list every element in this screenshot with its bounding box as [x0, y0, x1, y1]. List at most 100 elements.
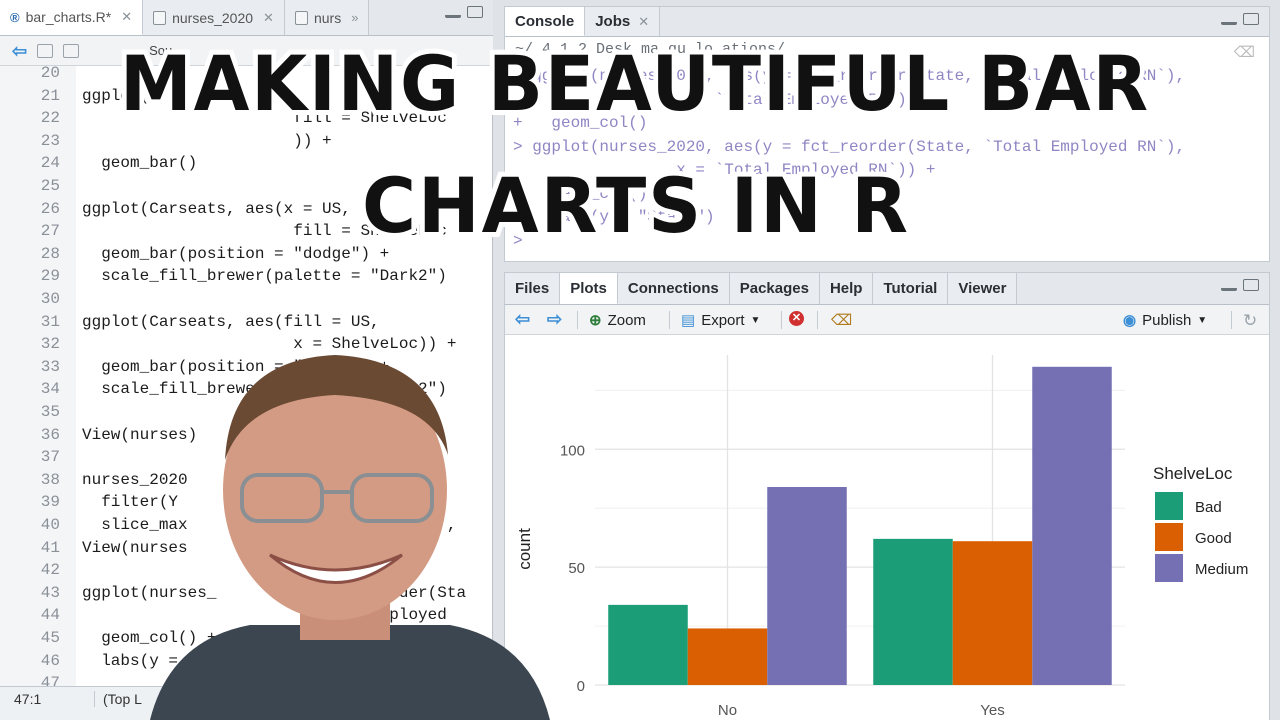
code-line[interactable]: 35 — [0, 401, 493, 424]
code-text: ggplot(Carseats, aes(fill = US, — [82, 312, 380, 331]
close-icon[interactable]: ✕ — [263, 9, 274, 25]
close-icon[interactable]: ✕ — [121, 9, 133, 24]
code-line[interactable]: 39 filter(Y — [0, 491, 493, 514]
code-line[interactable]: 24 geom_bar() — [0, 152, 493, 175]
line-number: 45 — [40, 629, 60, 647]
code-text: Total Employed — [82, 606, 447, 625]
line-number: 43 — [40, 583, 60, 602]
code-line[interactable]: 21 ggplot( es — [0, 85, 493, 108]
tab-nurses[interactable]: nurs » — [284, 0, 370, 35]
toolbar-separator — [817, 311, 818, 329]
x-tick-label: No — [718, 702, 737, 719]
line-number: 40 — [40, 516, 60, 534]
tab-tutorial[interactable]: Tutorial — [873, 273, 949, 304]
bar-yes-medium — [1032, 366, 1112, 685]
maximize-icon[interactable] — [1243, 279, 1259, 291]
next-plot-icon[interactable]: ⇨ — [547, 309, 563, 329]
close-icon[interactable]: ✕ — [638, 13, 650, 29]
remove-plot-button[interactable]: ✕ — [789, 311, 804, 326]
code-line[interactable]: 37 — [0, 446, 493, 469]
tab-console[interactable]: Console — [505, 7, 586, 36]
zoom-button[interactable]: ⊕ Zoom — [589, 311, 646, 330]
minimize-icon[interactable] — [1221, 287, 1237, 291]
plots-toolbar: ⇦ ⇨ ⊕ Zoom ▤ Export ▼ ✕ ⌫ ◉ Publish ▼ — [505, 305, 1269, 335]
code-line[interactable]: 26 ggplot(Carseats, aes(x = US, — [0, 198, 493, 221]
maximize-icon[interactable] — [1243, 13, 1259, 25]
code-line[interactable]: 45 geom_col() + — [0, 627, 493, 650]
minimize-icon[interactable] — [445, 14, 461, 18]
code-line[interactable]: 33 geom_bar(position = "dodge") + — [0, 356, 493, 379]
console-line: > ggplot(nurses_2020, aes(y = fct_reorde… — [513, 67, 1186, 85]
code-line[interactable]: 25 — [0, 175, 493, 198]
code-line[interactable]: 28 geom_bar(position = "dodge") + — [0, 243, 493, 266]
code-text: scale_fill_brewer(palette = "Dark2") — [82, 267, 447, 286]
code-line[interactable]: 46 labs(y = "Sta — [0, 650, 493, 673]
tab-nurses-2020[interactable]: nurses_2020 ✕ — [143, 0, 285, 35]
code-line[interactable]: 38 nurses_2020 — [0, 469, 493, 492]
export-button[interactable]: ▤ Export ▼ — [681, 311, 760, 330]
legend-title: ShelveLoc — [1153, 464, 1233, 483]
tab-files[interactable]: Files — [505, 273, 561, 304]
code-line[interactable]: 23 )) + — [0, 130, 493, 153]
line-number: 24 — [40, 154, 60, 173]
line-number: 26 — [40, 199, 60, 218]
code-text: View(nurses — [82, 538, 188, 557]
editor-window-controls — [445, 6, 483, 18]
code-line[interactable]: 44 Total Employed — [0, 604, 493, 627]
bar-no-bad — [608, 604, 688, 685]
clear-plots-broom-icon[interactable]: ⌫ — [831, 312, 853, 329]
more-tabs-icon[interactable]: » — [351, 10, 359, 25]
tab-help[interactable]: Help — [819, 273, 874, 304]
code-line[interactable]: 34 scale_fill_brewer(palette = "Dark2") — [0, 378, 493, 401]
line-number: 20 — [40, 64, 60, 82]
bar-yes-bad — [873, 538, 953, 685]
y-tick-label: 0 — [577, 678, 585, 695]
previous-plot-icon[interactable]: ⇦ — [515, 309, 531, 329]
tab-packages[interactable]: Packages — [729, 273, 820, 304]
y-tick-label: 100 — [560, 442, 585, 459]
code-line[interactable]: 40 slice_max Employed RN`, — [0, 514, 493, 537]
code-line[interactable]: 32 x = ShelveLoc)) + — [0, 333, 493, 356]
code-line[interactable]: 43 ggplot(nurses_ ct_reorder(Sta — [0, 582, 493, 605]
code-line[interactable]: 31 ggplot(Carseats, aes(fill = US, — [0, 311, 493, 334]
toolbar-separator — [1231, 311, 1232, 329]
code-line[interactable]: 27 fill = ShelveLoc — [0, 220, 493, 243]
console-window-controls — [1221, 13, 1259, 25]
refresh-icon[interactable]: ↻ — [1243, 311, 1258, 330]
save-icon[interactable] — [63, 43, 80, 58]
chevron-down-icon: ▼ — [1197, 314, 1208, 326]
line-number: 46 — [40, 651, 60, 670]
code-line[interactable]: 41 View(nurses — [0, 537, 493, 560]
code-line[interactable]: 29 scale_fill_brewer(palette = "Dark2") — [0, 265, 493, 288]
export-label: Export — [701, 311, 745, 329]
scope-selector[interactable]: (Top L — [94, 691, 142, 707]
maximize-icon[interactable] — [467, 6, 483, 18]
tab-connections[interactable]: Connections — [617, 273, 730, 304]
x-tick-label: Yes — [980, 702, 1004, 719]
code-line[interactable]: 30 — [0, 288, 493, 311]
code-text: geom_bar() — [82, 154, 198, 173]
back-arrow-icon[interactable]: ⇦ — [12, 40, 28, 61]
publish-button[interactable]: ◉ Publish ▼ — [1123, 311, 1208, 330]
y-axis-label: count — [515, 528, 534, 570]
tab-jobs[interactable]: Jobs ✕ — [585, 7, 661, 36]
line-number: 27 — [40, 222, 60, 241]
tab-viewer[interactable]: Viewer — [948, 273, 1018, 304]
console-line: > — [513, 231, 523, 250]
code-line[interactable]: 22 fill = ShelveLoc — [0, 107, 493, 130]
line-number: 31 — [40, 312, 60, 331]
show-in-window-icon[interactable] — [37, 43, 54, 58]
tab-bar-charts-r[interactable]: ® bar_charts.R* ✕ — [0, 0, 144, 35]
clear-console-icon[interactable]: ⌫ — [1233, 44, 1255, 61]
minimize-icon[interactable] — [1221, 21, 1237, 25]
code-text: filter(Y — [82, 493, 179, 512]
remove-plot-icon: ✕ — [789, 311, 804, 326]
cursor-position: 47:1 — [14, 691, 42, 707]
tab-plots[interactable]: Plots — [560, 273, 618, 304]
code-line[interactable]: 42 — [0, 559, 493, 582]
r-file-icon: ® — [10, 9, 20, 25]
source-button[interactable]: Sou — [149, 43, 173, 58]
code-line[interactable]: 36 View(nurses) — [0, 424, 493, 447]
code-line[interactable]: 20 — [0, 62, 493, 85]
